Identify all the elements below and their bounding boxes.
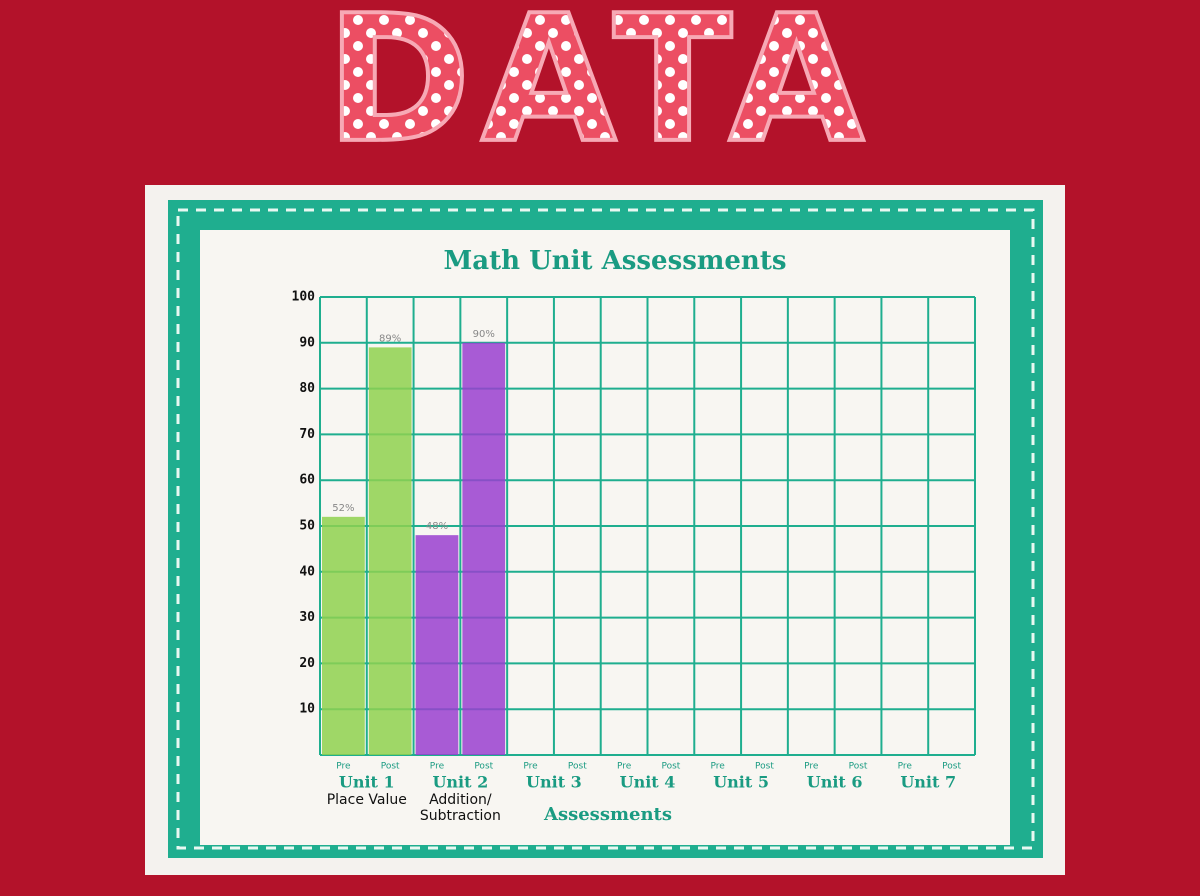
y-tick-label: 40 — [299, 564, 315, 579]
unit-label: Unit 6 — [807, 773, 863, 792]
x-sub-label: Post — [942, 762, 961, 772]
unit-label: Unit 7 — [900, 773, 956, 792]
y-tick-label: 50 — [299, 519, 315, 534]
unit-note: Subtraction — [420, 808, 501, 824]
bar — [415, 535, 459, 755]
bar — [322, 516, 365, 755]
border-pattern — [176, 208, 1035, 850]
x-sub-label: Pre — [898, 762, 913, 772]
x-sub-label: Pre — [804, 762, 819, 772]
x-sub-label: Post — [381, 762, 400, 772]
y-tick-label: 90 — [299, 335, 315, 350]
unit-note: Addition/ — [429, 792, 492, 808]
x-sub-label: Post — [849, 762, 868, 772]
bar — [462, 342, 506, 755]
x-axis-label: Assessments — [543, 804, 672, 825]
x-sub-label: Post — [568, 762, 587, 772]
chart-title: Math Unit Assessments — [444, 246, 787, 276]
y-tick-label: 10 — [299, 702, 315, 717]
y-tick-label: 20 — [299, 656, 315, 671]
chart-area — [200, 230, 1010, 845]
unit-label: Unit 3 — [526, 773, 582, 792]
x-sub-label: Post — [474, 762, 493, 772]
unit-note: Place Value — [327, 792, 407, 808]
x-sub-label: Pre — [430, 762, 445, 772]
x-sub-label: Pre — [617, 762, 632, 772]
header: DATA — [326, 0, 874, 182]
unit-label: Unit 5 — [713, 773, 769, 792]
y-tick-label: 70 — [299, 427, 315, 442]
y-tick-label: 100 — [292, 290, 316, 305]
x-sub-label: Pre — [711, 762, 726, 772]
y-tick-label: 60 — [299, 473, 315, 488]
x-sub-label: Post — [661, 762, 680, 772]
unit-label: Unit 4 — [620, 773, 676, 792]
y-tick-label: 30 — [299, 610, 315, 625]
unit-label: Unit 2 — [432, 773, 488, 792]
unit-label: Unit 1 — [339, 773, 395, 792]
value-label: 89% — [379, 333, 401, 344]
value-label: 48% — [426, 521, 448, 532]
bar — [368, 347, 412, 755]
value-label: 52% — [332, 503, 354, 514]
plot: 10 20 30 40 50 60 70 80 90 100 Pre 52% Post 89% Unit 1… — [292, 290, 976, 824]
x-sub-label: Pre — [523, 762, 538, 772]
x-sub-label: Pre — [336, 762, 351, 772]
value-label: 90% — [473, 329, 495, 340]
x-sub-label: Post — [755, 762, 774, 772]
y-tick-label: 80 — [299, 381, 315, 396]
